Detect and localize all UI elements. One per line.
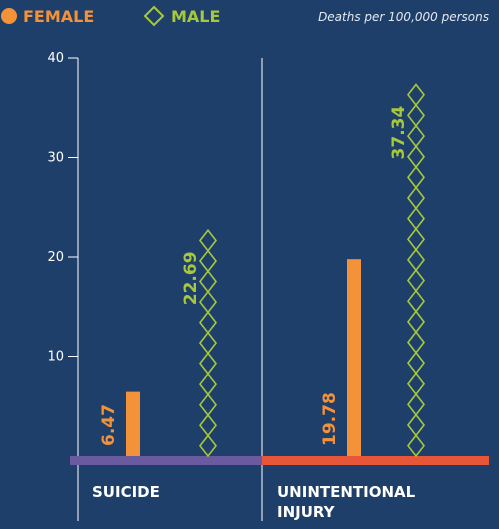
female-legend-icon (1, 8, 17, 24)
male-diamond-marker (406, 248, 426, 272)
female-legend-label: FEMALE (23, 7, 94, 26)
male-value-label: 37.34 (389, 106, 409, 160)
male-legend-label: MALE (171, 7, 220, 26)
male-diamond-marker (406, 186, 426, 210)
male-diamond-marker (198, 311, 218, 335)
male-diamond-marker (406, 289, 426, 313)
injury-baseline (262, 456, 489, 465)
female-value-label: 6.47 (99, 404, 119, 446)
male-diamond-marker (198, 393, 218, 417)
male-diamond-marker (198, 413, 218, 437)
category-label: INJURY (277, 503, 336, 521)
male-diamond-marker (198, 249, 218, 273)
male-diamond-marker (198, 290, 218, 314)
male-diamond-marker (198, 434, 218, 458)
male-diamond-marker (406, 124, 426, 148)
category-label: SUICIDE (92, 483, 160, 501)
male-legend-icon (143, 5, 165, 27)
y-tick-label: 10 (47, 350, 64, 365)
male-diamond-marker (406, 268, 426, 293)
male-diamond-marker (406, 145, 426, 169)
male-diamond-marker (406, 103, 426, 128)
male-value-label: 22.69 (181, 251, 201, 305)
y-tick-label: 30 (47, 151, 64, 166)
female-bar (126, 391, 140, 456)
male-diamond-marker (406, 165, 426, 189)
male-diamond-marker (406, 392, 426, 417)
suicide-baseline (70, 456, 262, 465)
male-diamond-marker (406, 227, 426, 251)
male-diamond-marker (198, 269, 218, 294)
male-diamond-marker (198, 331, 218, 355)
male-diamond-marker (406, 310, 426, 334)
category-label: UNINTENTIONAL (277, 483, 416, 501)
female-bar (347, 259, 361, 456)
male-diamond-marker (406, 330, 426, 355)
male-diamond-marker (406, 434, 426, 458)
male-diamond-marker (198, 372, 218, 396)
male-diamond-marker (406, 372, 426, 396)
male-diamond-marker (198, 228, 218, 253)
female-value-label: 19.78 (320, 392, 340, 446)
units-note: Deaths per 100,000 persons (318, 10, 489, 24)
male-diamond-marker (406, 413, 426, 437)
male-diamond-marker (406, 351, 426, 375)
y-tick-label: 40 (47, 51, 64, 66)
male-diamond-marker (198, 352, 218, 376)
male-diamond-marker (406, 207, 426, 231)
y-tick-label: 20 (47, 250, 64, 265)
male-diamond-marker (406, 83, 426, 107)
